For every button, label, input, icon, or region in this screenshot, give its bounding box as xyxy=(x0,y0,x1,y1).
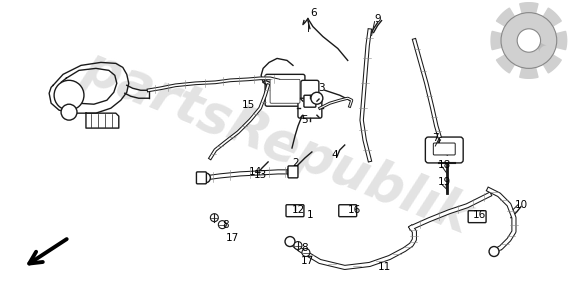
Circle shape xyxy=(311,92,323,104)
Circle shape xyxy=(54,80,84,110)
Circle shape xyxy=(61,104,77,120)
FancyBboxPatch shape xyxy=(265,74,305,106)
Text: 9: 9 xyxy=(375,14,381,24)
Text: 14: 14 xyxy=(249,167,262,177)
Polygon shape xyxy=(556,31,566,50)
Text: 16: 16 xyxy=(472,210,486,220)
Text: 8: 8 xyxy=(302,242,308,252)
Polygon shape xyxy=(543,55,561,73)
Polygon shape xyxy=(520,67,538,78)
Text: 15: 15 xyxy=(242,100,255,110)
Text: 1: 1 xyxy=(306,210,313,220)
FancyBboxPatch shape xyxy=(288,166,298,178)
Text: 18: 18 xyxy=(438,160,451,170)
Polygon shape xyxy=(491,31,502,50)
Polygon shape xyxy=(543,8,561,26)
FancyBboxPatch shape xyxy=(286,205,304,217)
FancyBboxPatch shape xyxy=(301,80,319,102)
Text: 2: 2 xyxy=(292,158,299,168)
FancyBboxPatch shape xyxy=(425,137,463,163)
Text: 13: 13 xyxy=(254,170,267,180)
Text: 5: 5 xyxy=(302,115,308,125)
Text: 16: 16 xyxy=(348,205,361,215)
Circle shape xyxy=(285,237,295,247)
FancyBboxPatch shape xyxy=(304,95,316,107)
Circle shape xyxy=(302,249,310,257)
Circle shape xyxy=(218,221,227,229)
Text: 3: 3 xyxy=(318,83,325,93)
FancyBboxPatch shape xyxy=(298,98,322,118)
Text: 17: 17 xyxy=(225,233,239,243)
Polygon shape xyxy=(497,8,514,26)
Circle shape xyxy=(210,214,218,222)
Polygon shape xyxy=(497,55,514,73)
Polygon shape xyxy=(520,3,538,13)
Text: 10: 10 xyxy=(514,200,528,210)
Circle shape xyxy=(287,167,297,177)
Circle shape xyxy=(201,173,210,183)
Text: 17: 17 xyxy=(301,256,314,266)
Text: partsRepublık: partsRepublık xyxy=(76,41,479,244)
FancyBboxPatch shape xyxy=(270,79,300,103)
Text: 11: 11 xyxy=(378,263,391,272)
Circle shape xyxy=(489,247,499,257)
Text: 19: 19 xyxy=(438,177,451,187)
Text: 12: 12 xyxy=(291,205,305,215)
Circle shape xyxy=(517,29,540,52)
Text: 4: 4 xyxy=(331,150,338,160)
Circle shape xyxy=(501,13,557,68)
FancyBboxPatch shape xyxy=(434,143,455,155)
Text: ✦: ✦ xyxy=(531,36,547,55)
FancyBboxPatch shape xyxy=(468,211,486,223)
FancyBboxPatch shape xyxy=(339,205,357,217)
Text: 6: 6 xyxy=(310,8,317,18)
Circle shape xyxy=(294,242,302,250)
Text: 8: 8 xyxy=(222,220,229,230)
Text: 7: 7 xyxy=(432,133,439,143)
FancyBboxPatch shape xyxy=(197,172,206,184)
